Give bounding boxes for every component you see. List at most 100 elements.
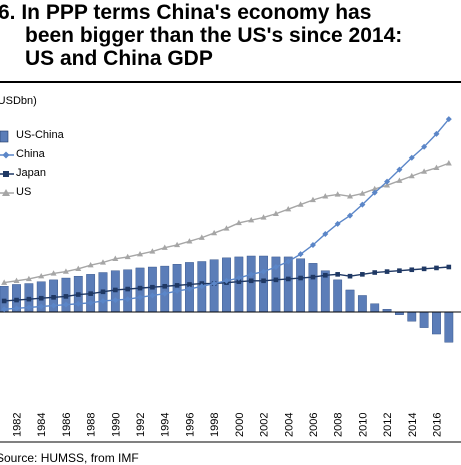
point-china	[211, 280, 218, 287]
bar-us-china	[407, 311, 417, 322]
point-china	[309, 241, 316, 248]
point-us	[309, 196, 316, 203]
point-us	[359, 190, 366, 196]
point-china	[124, 296, 131, 303]
point-china	[297, 251, 304, 258]
point-japan	[113, 287, 118, 293]
x-tick-label: 2004	[283, 413, 295, 437]
point-china	[99, 297, 106, 304]
point-china	[433, 130, 440, 137]
point-us	[174, 241, 181, 248]
point-japan	[434, 265, 439, 271]
point-us	[396, 177, 403, 183]
point-china	[174, 287, 181, 294]
point-china	[186, 286, 193, 293]
point-japan	[372, 270, 378, 275]
point-japan	[26, 296, 32, 302]
point-japan	[310, 274, 316, 280]
y-units-label: (USDbn)	[0, 95, 37, 107]
point-us	[186, 238, 193, 244]
point-japan	[236, 279, 242, 284]
point-japan	[88, 291, 93, 296]
point-japan	[323, 272, 328, 278]
title-line-2: been bigger than the US's since 2014:	[25, 24, 403, 47]
point-us	[38, 272, 45, 279]
point-us	[408, 172, 415, 179]
point-japan	[162, 283, 168, 289]
point-japan	[335, 272, 340, 277]
point-japan	[137, 285, 143, 291]
point-us	[421, 168, 428, 174]
legend-bar-swatch-icon	[0, 130, 9, 143]
point-japan	[14, 297, 19, 303]
point-china	[359, 201, 366, 208]
point-japan	[174, 283, 180, 288]
bar-us-china	[246, 255, 256, 313]
point-japan	[285, 276, 291, 282]
point-china	[272, 264, 279, 271]
point-us	[124, 253, 131, 260]
point-china	[223, 277, 230, 284]
point-us	[285, 205, 292, 212]
point-china	[334, 220, 341, 227]
bar-us-china	[357, 295, 367, 313]
point-japan	[125, 286, 130, 292]
bar-us-china	[283, 256, 293, 313]
point-us	[75, 265, 82, 272]
legend-triangle-line-icon	[0, 189, 14, 196]
point-japan	[38, 295, 44, 301]
bar-us-china	[160, 265, 170, 313]
x-tick-label: 2006	[308, 413, 320, 437]
point-us	[87, 261, 94, 268]
bar-us-china	[234, 256, 244, 313]
point-us	[433, 164, 440, 171]
x-tick-label: 2012	[382, 413, 394, 437]
legend-square-line-icon	[0, 171, 14, 177]
bar-us-china	[419, 311, 429, 328]
x-tick-label: 1992	[135, 413, 147, 437]
x-tick-label: 1982	[12, 413, 24, 437]
point-us	[62, 268, 69, 274]
bar-us-china	[345, 289, 355, 313]
point-us	[211, 229, 218, 236]
point-china	[322, 230, 329, 237]
point-us	[50, 270, 57, 276]
point-japan	[384, 269, 390, 274]
legend-label-us: US	[16, 186, 32, 198]
bar-us-china	[333, 279, 343, 313]
point-china	[1, 306, 8, 313]
point-china	[260, 268, 267, 275]
point-china	[137, 294, 144, 301]
point-china	[112, 297, 119, 304]
point-china	[13, 305, 20, 312]
point-japan	[347, 273, 353, 279]
legend-label-us-china: US-China	[16, 129, 64, 141]
x-tick-label: 1998	[209, 413, 221, 437]
point-china	[248, 271, 255, 278]
point-japan	[75, 292, 81, 297]
point-china	[421, 143, 428, 150]
point-china	[235, 275, 242, 282]
point-japan	[397, 268, 402, 273]
point-japan	[261, 278, 266, 284]
x-tick-label: 1984	[36, 413, 48, 437]
x-tick-label: 2014	[407, 413, 419, 437]
point-us	[272, 210, 279, 216]
point-us	[25, 275, 32, 282]
point-china	[38, 303, 45, 310]
x-tick-label: 1990	[110, 413, 122, 437]
point-japan	[100, 289, 106, 295]
x-tick-label: 2010	[357, 413, 369, 437]
legend-diamond-line-icon	[0, 151, 14, 159]
point-china	[75, 300, 82, 307]
point-china	[347, 212, 354, 219]
point-japan	[248, 278, 254, 284]
point-us	[322, 193, 329, 199]
point-china	[161, 290, 168, 297]
point-us	[99, 259, 106, 265]
point-china	[445, 116, 452, 123]
point-japan	[51, 295, 56, 300]
point-china	[384, 178, 391, 185]
point-us	[1, 279, 8, 285]
point-japan	[273, 277, 279, 283]
